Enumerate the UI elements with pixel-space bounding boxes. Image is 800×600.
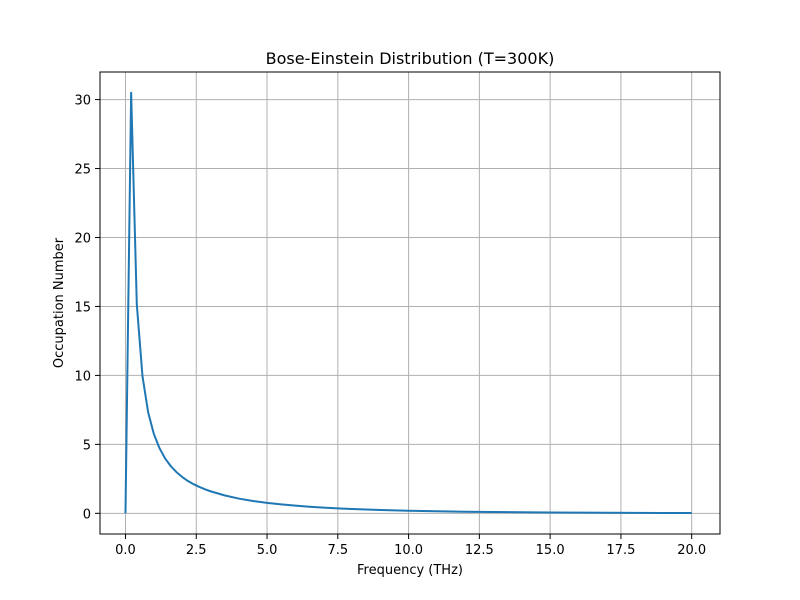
plot-frame (99, 71, 721, 535)
y-tick-label: 15 (74, 300, 91, 315)
y-tick-label: 10 (74, 369, 91, 384)
series-line-0 (124, 91, 692, 515)
x-tick-label: 2.5 (186, 543, 207, 558)
x-tick-label: 12.5 (465, 543, 494, 558)
grid (100, 72, 720, 534)
x-tick-label: 0.0 (115, 543, 136, 558)
y-tick-label: 25 (74, 163, 91, 178)
x-tick-label: 7.5 (327, 543, 348, 558)
x-tick-label: 17.5 (606, 543, 635, 558)
series-layer (124, 91, 692, 515)
y-tick-label: 0 (83, 507, 91, 522)
plot-area (100, 72, 720, 534)
x-axis-label: Frequency (THz) (357, 563, 463, 578)
y-tick-label: 5 (83, 438, 91, 453)
y-tick-label: 20 (74, 231, 91, 246)
y-tick-label: 30 (74, 94, 91, 109)
y-axis-ticks: 0 5 10 15 20 25 30 (74, 94, 100, 522)
chart-title: Bose-Einstein Distribution (T=300K) (266, 49, 555, 68)
x-tick-label: 15.0 (536, 543, 565, 558)
x-axis-ticks: 0.0 2.5 5.0 7.5 10.0 12.5 15.0 17.5 20.0 (115, 534, 706, 558)
y-axis-label: Occupation Number (52, 237, 67, 368)
x-tick-label: 10.0 (394, 543, 423, 558)
x-tick-label: 5.0 (257, 543, 278, 558)
x-tick-label: 20.0 (677, 543, 706, 558)
